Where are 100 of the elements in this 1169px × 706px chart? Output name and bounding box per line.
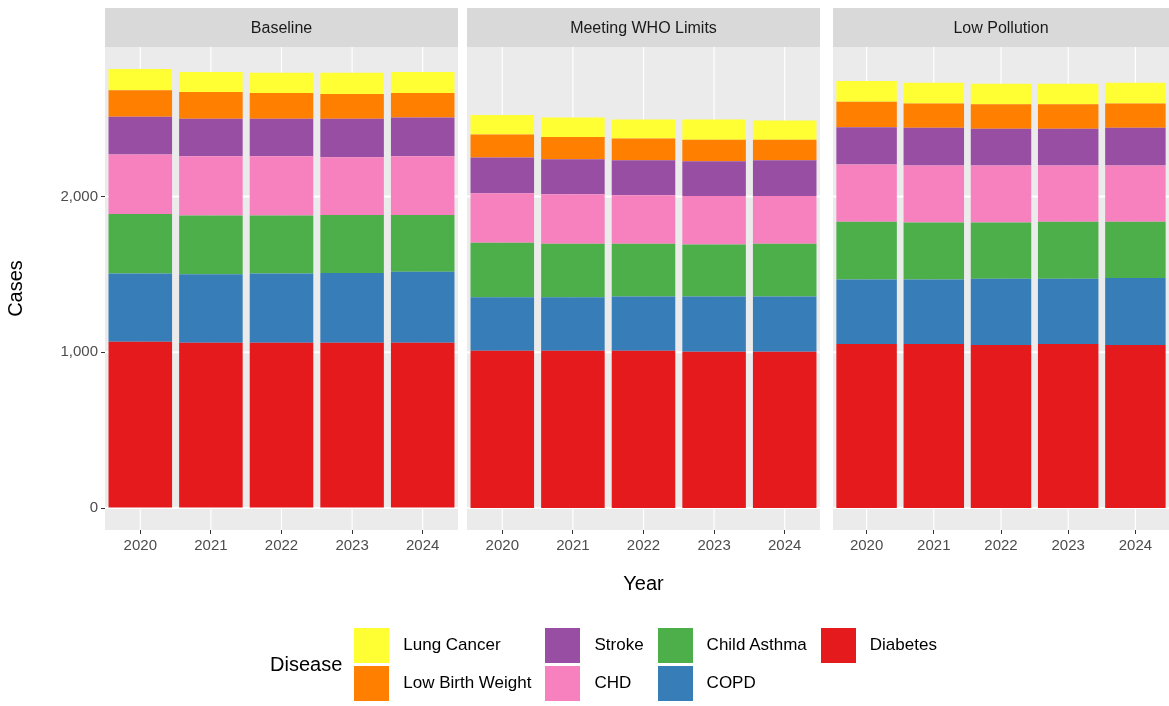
bar	[470, 157, 535, 194]
bar	[470, 134, 535, 158]
bar	[390, 271, 455, 343]
bar	[249, 92, 314, 119]
bar	[611, 160, 676, 196]
bar	[249, 118, 314, 157]
bar	[611, 119, 676, 139]
bar	[903, 343, 965, 509]
bar	[541, 194, 605, 244]
bar	[541, 137, 605, 160]
bar	[903, 222, 965, 280]
bar	[108, 214, 173, 274]
bar	[903, 82, 965, 104]
bar	[682, 351, 746, 509]
bar	[752, 196, 817, 244]
bar	[1037, 343, 1099, 509]
y-tick-label: 2,000	[60, 186, 98, 204]
bar	[108, 341, 173, 508]
bar	[836, 164, 897, 222]
bar	[249, 215, 314, 274]
x-axis-title: Year	[623, 571, 665, 594]
bar	[836, 127, 897, 165]
bar	[836, 101, 897, 128]
y-tick-label: 1,000	[60, 342, 98, 360]
bar	[320, 118, 384, 158]
bar	[1105, 277, 1166, 345]
bar	[752, 120, 817, 140]
bar	[320, 157, 384, 215]
legend-label: COPD	[706, 673, 756, 693]
bar	[752, 160, 817, 197]
bar	[903, 103, 965, 128]
bar	[903, 279, 965, 344]
bar	[249, 273, 314, 343]
x-tick-label: 2024	[768, 536, 802, 554]
bar	[249, 342, 314, 508]
bar	[541, 243, 605, 298]
bar	[1105, 221, 1166, 278]
legend-label: Child Asthma	[706, 635, 807, 655]
bar	[179, 156, 243, 216]
x-tick-label: 2021	[556, 536, 590, 554]
bar	[179, 92, 243, 119]
x-tick-label: 2024	[406, 536, 440, 554]
bar	[541, 159, 605, 195]
bar	[752, 351, 817, 509]
legend-label: Lung Cancer	[403, 635, 501, 655]
bar	[1105, 344, 1166, 509]
bar	[752, 139, 817, 161]
bar	[682, 161, 746, 197]
bar	[320, 72, 384, 94]
x-tick-label: 2020	[123, 536, 157, 554]
y-tick-label: 0	[89, 498, 98, 516]
bar	[179, 72, 243, 93]
y-axis-title: Cases	[3, 260, 26, 317]
bar	[249, 156, 314, 216]
legend-label: CHD	[594, 673, 632, 693]
bar	[1037, 165, 1099, 222]
x-tick-label: 2020	[849, 536, 884, 554]
bar	[249, 72, 314, 93]
bar	[541, 297, 605, 351]
legend-label: Diabetes	[869, 635, 937, 655]
bar	[970, 278, 1032, 345]
bar	[108, 273, 173, 342]
bar	[179, 215, 243, 275]
bar	[108, 90, 173, 117]
bar	[390, 92, 455, 118]
bar	[108, 68, 173, 91]
bar	[836, 279, 897, 344]
bar	[390, 342, 455, 508]
bar	[970, 128, 1032, 166]
x-tick-label: 2020	[485, 536, 519, 554]
chart-title: Low Pollution	[833, 8, 1169, 47]
bar	[470, 193, 535, 243]
bar	[682, 196, 746, 245]
bar	[179, 342, 243, 508]
x-tick-label: 2023	[335, 536, 369, 554]
x-tick-label: 2022	[264, 536, 299, 554]
bar	[470, 297, 535, 351]
bar	[752, 296, 817, 352]
bar	[1105, 165, 1166, 222]
x-tick-label: 2021	[194, 536, 228, 554]
bar	[682, 244, 746, 297]
bar	[1105, 127, 1166, 166]
bar	[470, 350, 535, 509]
x-tick-label: 2022	[626, 536, 661, 554]
bar	[1105, 103, 1166, 128]
bar	[541, 117, 605, 138]
bar	[1037, 104, 1099, 129]
x-tick-label: 2022	[984, 536, 1018, 554]
chart-title: Baseline	[105, 8, 458, 47]
bar	[470, 242, 535, 298]
bar	[541, 350, 605, 509]
bar	[903, 165, 965, 223]
bar	[1037, 83, 1099, 105]
bar	[320, 342, 384, 508]
legend-label: Low Birth Weight	[403, 673, 532, 693]
bar	[970, 165, 1032, 223]
bar	[970, 83, 1032, 105]
bar	[320, 272, 384, 343]
bar	[611, 350, 676, 509]
legend-label: Stroke	[594, 635, 644, 655]
